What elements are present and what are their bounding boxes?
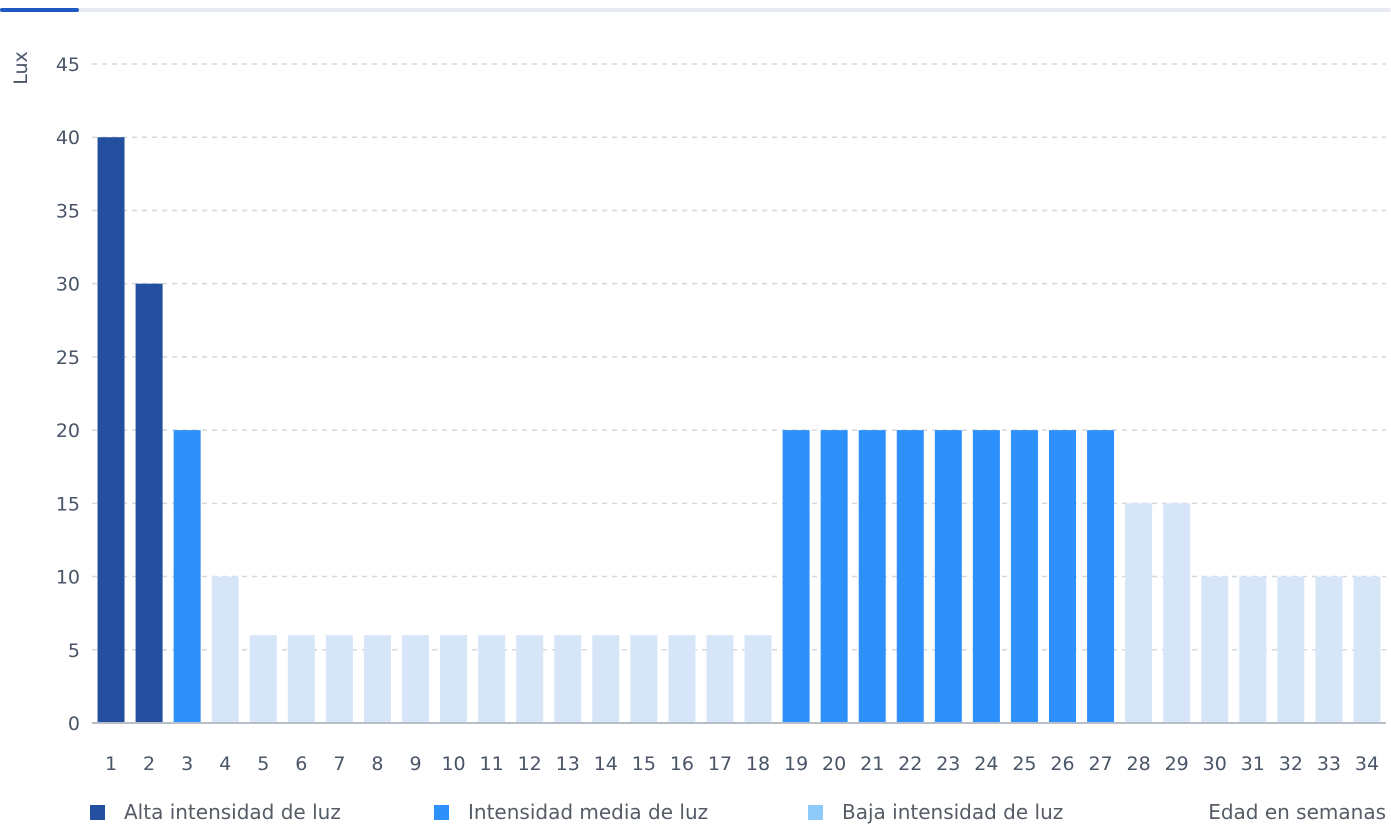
x-tick-label: 17 (708, 753, 732, 775)
bar (1163, 503, 1191, 723)
bar (1277, 576, 1305, 723)
y-tick-label: 30 (56, 274, 80, 296)
legend-swatch-media (434, 804, 449, 820)
bar (896, 430, 924, 723)
x-tick-label: 14 (594, 753, 618, 775)
x-tick-label: 32 (1279, 753, 1303, 775)
bar (363, 635, 391, 723)
bar (1049, 430, 1076, 723)
bar (97, 137, 125, 723)
bar (1087, 430, 1115, 723)
bar (287, 635, 315, 723)
x-tick-label: 34 (1355, 753, 1379, 775)
legend-item-baja: Baja intensidad de luz (808, 800, 1063, 824)
bar (668, 635, 696, 723)
y-tick-label: 20 (56, 420, 80, 442)
x-tick-label: 3 (181, 753, 193, 775)
bar (744, 635, 772, 723)
y-tick-label: 5 (68, 640, 80, 662)
bar (554, 635, 582, 723)
x-tick-label: 28 (1127, 753, 1151, 775)
bar (249, 635, 277, 723)
x-tick-label: 23 (936, 753, 960, 775)
bar (135, 283, 163, 723)
bar (820, 430, 848, 723)
x-tick-label: 12 (518, 753, 542, 775)
progress-track (0, 8, 1391, 12)
x-tick-label: 26 (1050, 753, 1074, 775)
legend-label-baja: Baja intensidad de luz (842, 800, 1064, 824)
x-tick-label: 31 (1241, 753, 1265, 775)
x-tick-label: 33 (1317, 753, 1341, 775)
x-tick-label: 15 (632, 753, 656, 775)
bar (934, 430, 962, 723)
legend-label-alta: Alta intensidad de luz (124, 800, 341, 824)
x-tick-label: 18 (746, 753, 770, 775)
bar (1353, 576, 1381, 723)
bar (325, 635, 353, 723)
legend-swatch-baja (808, 804, 823, 820)
x-tick-label: 5 (257, 753, 269, 775)
x-tick-label: 10 (441, 753, 465, 775)
bar (440, 635, 468, 723)
bar (173, 430, 201, 723)
x-tick-label: 11 (480, 753, 504, 775)
x-tick-label: 1 (105, 753, 117, 775)
x-tick-label: 29 (1165, 753, 1189, 775)
y-tick-label: 15 (56, 493, 80, 515)
bar (1315, 576, 1343, 723)
x-tick-label: 27 (1088, 753, 1112, 775)
x-tick-label: 2 (143, 753, 155, 775)
x-tick-label: 25 (1012, 753, 1036, 775)
x-tick-label: 16 (670, 753, 694, 775)
bar (478, 635, 506, 723)
bar (1201, 576, 1229, 723)
legend-swatch-alta (90, 804, 105, 820)
x-tick-label: 24 (974, 753, 998, 775)
y-tick-label: 0 (68, 713, 80, 735)
x-tick-label: 19 (784, 753, 808, 775)
x-tick-label: 20 (822, 753, 846, 775)
bar (592, 635, 620, 723)
bar (1125, 503, 1153, 723)
x-tick-label: 30 (1203, 753, 1227, 775)
bar (858, 430, 886, 723)
x-tick-label: 4 (219, 753, 231, 775)
bar (972, 430, 1000, 723)
bar (516, 635, 544, 723)
x-tick-label: 6 (295, 753, 307, 775)
x-tick-label: 7 (333, 753, 345, 775)
legend-item-alta: Alta intensidad de luz (90, 800, 341, 824)
y-tick-label: 40 (56, 127, 80, 149)
bar (782, 430, 810, 723)
y-tick-label: 25 (56, 347, 80, 369)
bar (402, 635, 429, 723)
bar (630, 635, 658, 723)
x-tick-label: 13 (556, 753, 580, 775)
y-tick-label: 45 (56, 54, 80, 76)
y-tick-label: 35 (56, 200, 80, 222)
y-tick-label: 10 (56, 567, 80, 589)
bar (211, 576, 239, 723)
bar (1010, 430, 1038, 723)
progress-fill (0, 8, 80, 12)
legend-label-media: Intensidad media de luz (468, 800, 709, 824)
x-tick-label: 9 (409, 753, 421, 775)
y-axis-title: Lux (10, 51, 32, 85)
bar (1239, 576, 1267, 723)
x-tick-label: 8 (371, 753, 383, 775)
x-tick-label: 22 (898, 753, 922, 775)
chart-legend: Alta intensidad de luz Intensidad media … (0, 800, 1391, 826)
legend-item-media: Intensidad media de luz (434, 800, 708, 824)
x-tick-label: 21 (860, 753, 884, 775)
x-axis-title: Edad en semanas (1208, 800, 1386, 824)
bar (706, 635, 734, 723)
